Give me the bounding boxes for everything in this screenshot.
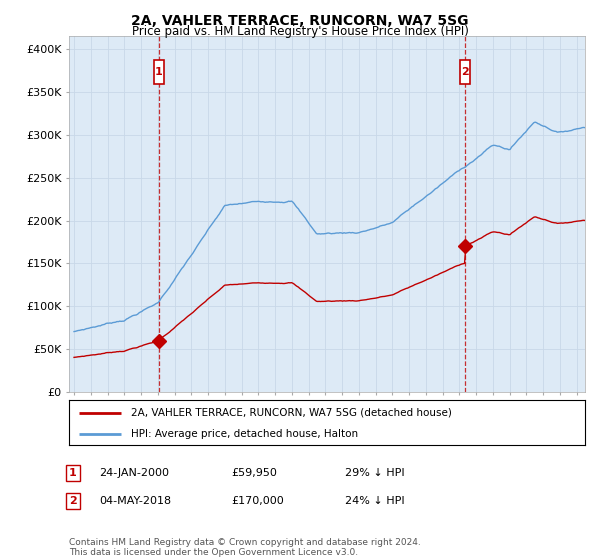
FancyBboxPatch shape (460, 59, 470, 83)
FancyBboxPatch shape (154, 59, 164, 83)
Text: 2A, VAHLER TERRACE, RUNCORN, WA7 5SG (detached house): 2A, VAHLER TERRACE, RUNCORN, WA7 5SG (de… (131, 408, 452, 418)
Text: 1: 1 (155, 67, 163, 77)
Text: 2: 2 (461, 67, 469, 77)
Text: 24% ↓ HPI: 24% ↓ HPI (345, 496, 404, 506)
Text: £170,000: £170,000 (231, 496, 284, 506)
Text: 2A, VAHLER TERRACE, RUNCORN, WA7 5SG: 2A, VAHLER TERRACE, RUNCORN, WA7 5SG (131, 14, 469, 28)
Text: £59,950: £59,950 (231, 468, 277, 478)
Text: HPI: Average price, detached house, Halton: HPI: Average price, detached house, Halt… (131, 429, 358, 439)
Text: 04-MAY-2018: 04-MAY-2018 (99, 496, 171, 506)
Text: 2: 2 (69, 496, 77, 506)
Text: Price paid vs. HM Land Registry's House Price Index (HPI): Price paid vs. HM Land Registry's House … (131, 25, 469, 38)
Text: 1: 1 (69, 468, 77, 478)
Text: 29% ↓ HPI: 29% ↓ HPI (345, 468, 404, 478)
Text: Contains HM Land Registry data © Crown copyright and database right 2024.
This d: Contains HM Land Registry data © Crown c… (69, 538, 421, 557)
Text: 24-JAN-2000: 24-JAN-2000 (99, 468, 169, 478)
